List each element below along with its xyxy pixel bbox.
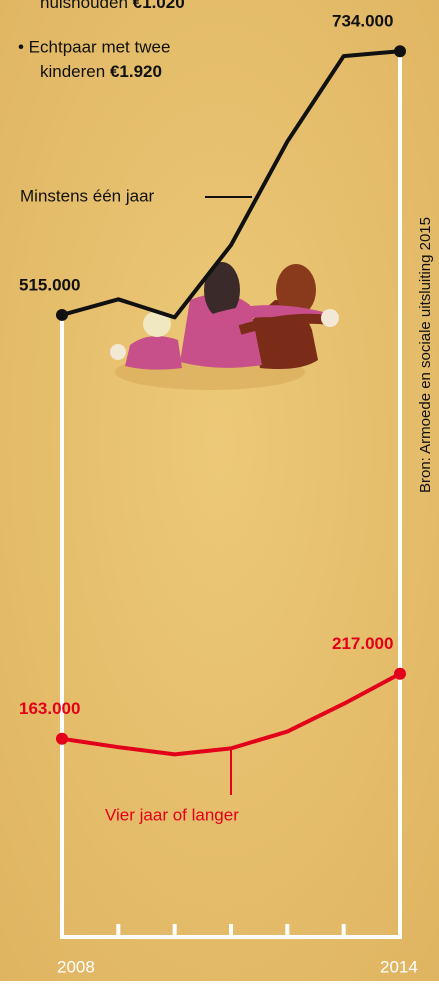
point (56, 733, 68, 745)
point (394, 668, 406, 680)
notes: huishouden €1.020 • Echtpaar met twee ki… (18, 0, 185, 81)
note-2b: kinderen €1.920 (40, 62, 162, 81)
note-2: • Echtpaar met twee (18, 37, 170, 56)
series-label: Vier jaar of langer (105, 805, 239, 824)
x-tick-label: 2008 (57, 957, 95, 976)
value-label: 217.000 (332, 634, 393, 653)
point (394, 45, 406, 57)
value-label: 163.000 (19, 699, 80, 718)
chart: huishouden €1.020 • Echtpaar met twee ki… (0, 0, 439, 981)
value-label: 734.000 (332, 12, 393, 31)
series-label: Minstens één jaar (20, 186, 155, 205)
x-tick-label: 2014 (380, 957, 418, 976)
source: Bron: Armoede en sociale uitsluiting 201… (417, 217, 434, 493)
background (0, 0, 439, 981)
value-label: 515.000 (19, 275, 80, 294)
point (56, 309, 68, 321)
note-1: huishouden €1.020 (40, 0, 185, 12)
